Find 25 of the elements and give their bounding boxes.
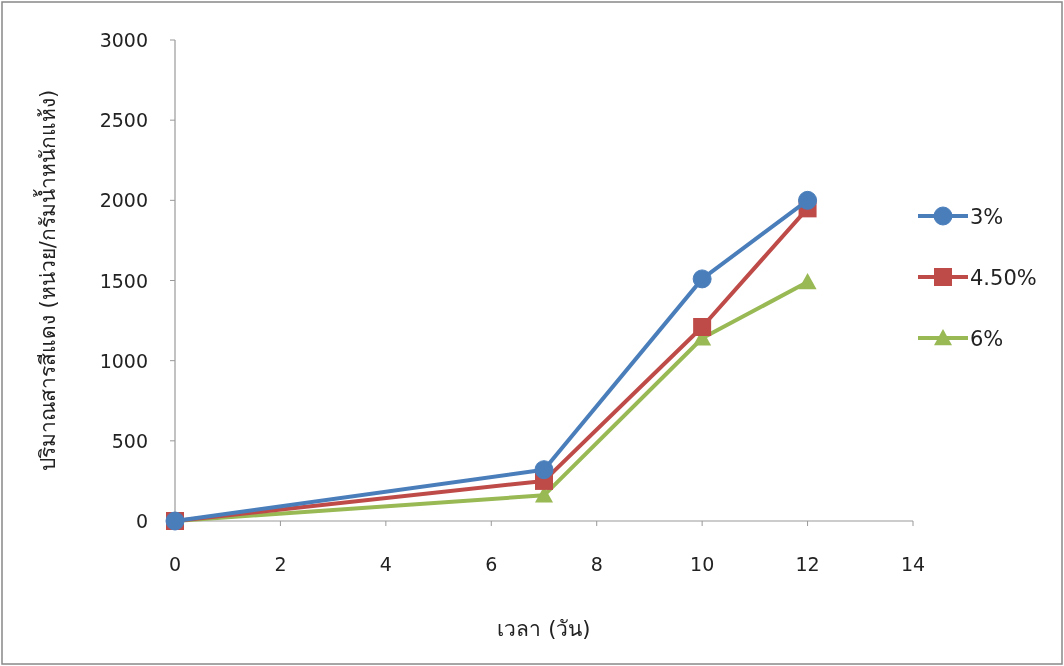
x-tick-label: 0: [168, 553, 182, 575]
x-tick-label: 6: [485, 553, 498, 575]
y-axis-title: ปริมาณสารสีแดง (หน่วย/กรัมน้ำหนักแห้ง): [33, 89, 60, 472]
y-tick-label: 2000: [99, 189, 148, 212]
legend-label: 4.50%: [970, 266, 1037, 290]
point: [693, 318, 712, 336]
point: [798, 190, 818, 210]
point: [692, 269, 712, 289]
x-tick-label: 14: [900, 553, 926, 575]
y-tick-label: 500: [111, 429, 148, 452]
legend-label: 6%: [970, 327, 1004, 351]
x-axis-title: เวลา (วัน): [497, 617, 591, 641]
x-tick-label: 10: [690, 553, 715, 575]
y-tick-label: 1000: [99, 349, 148, 372]
legend-label: 3%: [970, 205, 1004, 229]
x-tick-label: 8: [590, 553, 603, 575]
x-tick-label: 4: [379, 553, 392, 575]
y-tick-label: 2500: [99, 109, 148, 132]
y-tick-label: 0: [135, 510, 148, 532]
y-tick-label: 1500: [99, 269, 148, 292]
point: [534, 460, 554, 480]
x-tick-label: 12: [795, 553, 820, 575]
x-tick-label: 2: [274, 553, 287, 575]
point: [798, 273, 817, 290]
y-tick-label: 3000: [99, 29, 148, 51]
